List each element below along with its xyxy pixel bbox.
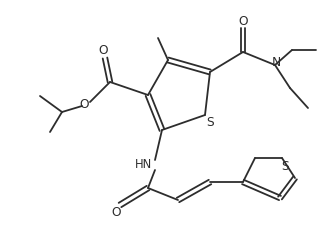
Text: S: S xyxy=(281,160,289,173)
Text: S: S xyxy=(206,115,214,128)
Text: O: O xyxy=(111,206,121,219)
Text: N: N xyxy=(271,55,281,68)
Text: O: O xyxy=(79,97,89,110)
Text: O: O xyxy=(98,44,108,56)
Text: HN: HN xyxy=(134,159,152,172)
Text: O: O xyxy=(238,14,248,27)
